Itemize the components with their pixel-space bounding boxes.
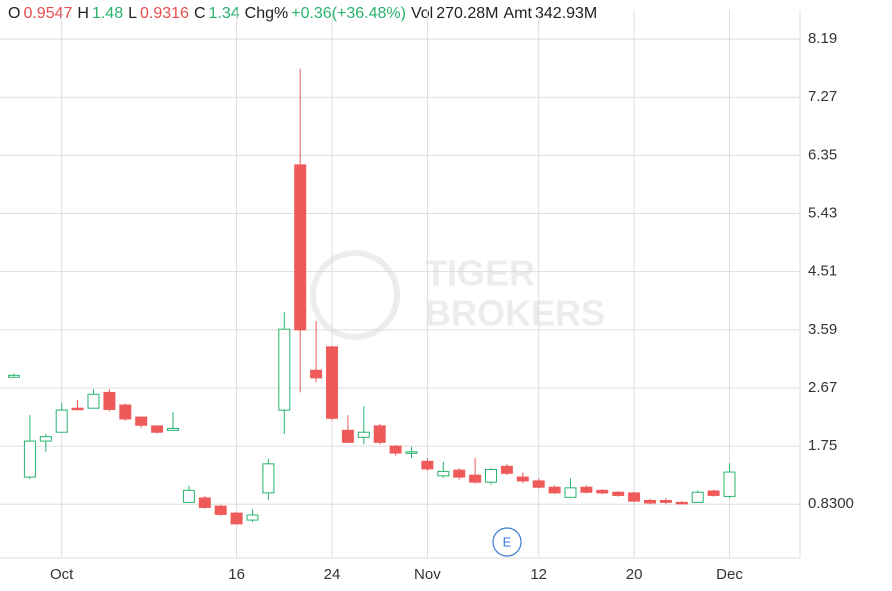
candle-body [532,480,545,488]
x-tick-label: Nov [414,566,441,583]
candle-body [39,436,52,442]
candle-body [230,512,243,525]
candle-body [262,463,275,494]
candle-body [310,369,323,379]
header-value: 270.28M [436,5,499,22]
header-label: C [193,5,206,22]
candle-body [182,489,195,503]
candle-body [421,460,434,470]
y-tick-label: 7.27 [808,88,837,105]
event-marker-label: E [503,534,512,549]
candle-body [405,451,418,454]
candle-body [707,490,720,496]
candle-body [469,474,482,483]
header-value: 0.9547 [23,5,73,22]
candle-body [612,491,625,496]
candle-body [644,499,656,504]
x-tick-label: 24 [324,566,341,583]
candle-body [723,471,736,497]
header-value: +0.36(+36.48%) [291,5,406,22]
candle-body [373,425,386,443]
candle-body [119,404,132,420]
header-label: Chg% [244,5,289,22]
candle-body [548,486,561,494]
y-tick-label: 0.8300 [808,495,854,512]
ohlc-header: O 0.9547 H 1.48 L 0.9316 C 1.34 Chg% +0.36(+36.48… [8,5,602,23]
header-label: L [128,5,137,22]
x-tick-label: Oct [50,566,74,583]
candle-body [580,486,593,493]
candle-body [485,469,497,483]
candle-body [294,164,307,331]
candle-body [135,416,148,426]
header-value: 1.48 [91,5,124,22]
x-tick-label: 16 [228,566,245,583]
header-value: 342.93M [534,5,598,22]
candle-body [55,409,68,433]
candle-body [691,491,704,503]
candle-body [659,499,672,503]
candle-body [278,328,291,411]
y-tick-label: 1.75 [808,437,837,454]
candle-body [516,476,529,482]
x-tick-label: Dec [716,566,743,583]
candle-body [103,391,116,410]
x-tick-label: 20 [626,566,643,583]
event-marker [492,527,522,557]
candle-body [326,346,338,419]
candle-body [214,505,227,515]
candle-body [675,501,688,505]
y-tick-label: 3.59 [808,321,837,338]
candle-body [389,445,402,454]
candle-body [596,489,609,494]
candle-body [437,470,450,477]
candle-body [341,429,354,443]
candle-body [628,492,641,502]
candle-body [23,440,36,478]
watermark-text: TIGER [425,253,535,294]
header-label: O [8,5,21,22]
candle-body [246,514,259,521]
y-tick-label: 4.51 [808,263,837,280]
candle-body [357,431,370,438]
y-tick-label: 6.35 [808,146,837,163]
candle-body [453,469,466,478]
y-tick-label: 8.19 [808,30,837,47]
header-value: 1.34 [208,5,240,22]
header-label: Amt [503,5,532,22]
y-tick-label: 5.43 [808,204,837,221]
candle-body [198,497,211,508]
candle-body [167,427,179,431]
candle-body [8,374,20,378]
header-value: 0.9316 [140,5,189,22]
candle-body [500,465,513,474]
candle-body [151,425,164,433]
candle-body [87,393,100,409]
candle-body [564,487,577,498]
header-label: H [77,5,89,22]
y-tick-label: 2.67 [808,379,837,396]
x-tick-label: 12 [530,566,547,583]
watermark-text: BROKERS [425,293,605,334]
candle-body [71,407,84,411]
watermark-logo [310,250,400,340]
